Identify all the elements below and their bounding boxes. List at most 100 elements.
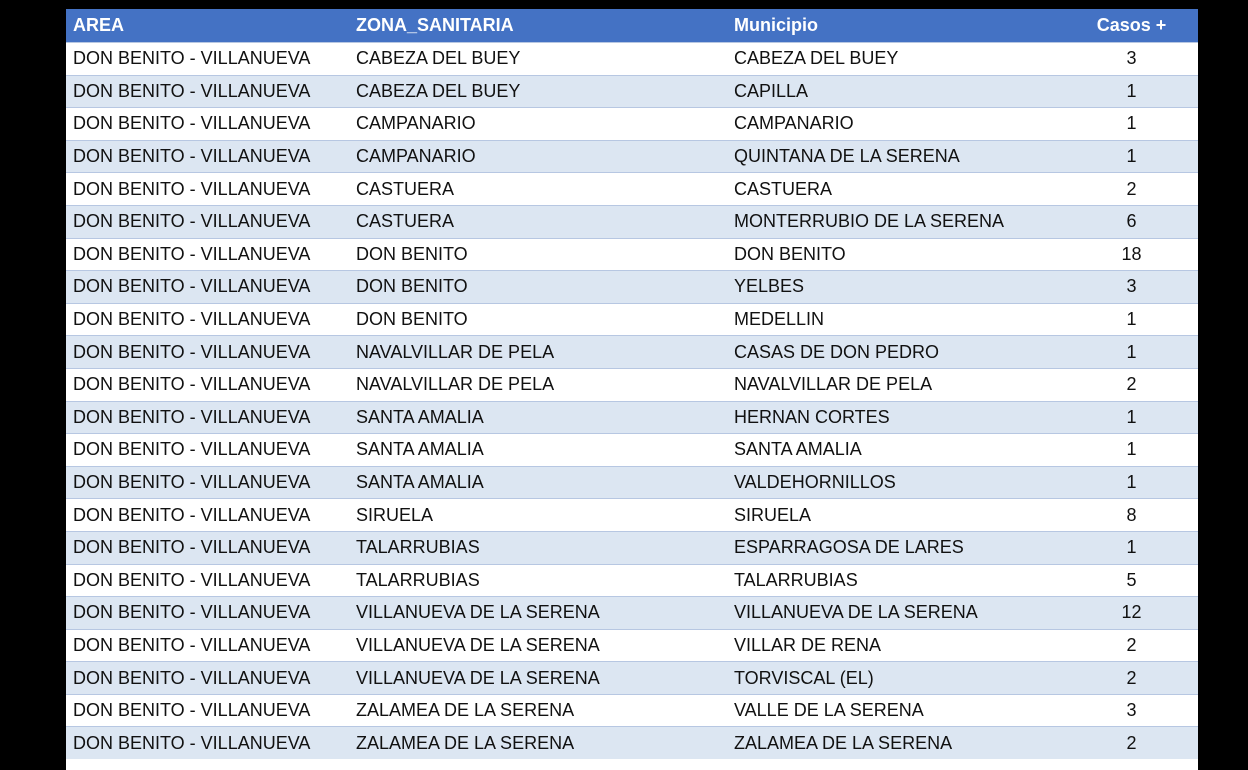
cell-municipio[interactable]: YELBES [727, 270, 1065, 304]
cases-table: AREA ZONA_SANITARIA Municipio Casos + DO… [66, 9, 1198, 760]
cell-area[interactable]: DON BENITO - VILLANUEVA [66, 596, 349, 630]
cell-zona-sanitaria[interactable]: DON BENITO [349, 302, 727, 336]
cell-casos[interactable]: 3 [1065, 42, 1198, 76]
cell-zona-sanitaria[interactable]: SANTA AMALIA [349, 465, 727, 499]
cell-zona-sanitaria[interactable]: SIRUELA [349, 498, 727, 532]
cell-area[interactable]: DON BENITO - VILLANUEVA [66, 400, 349, 434]
cell-zona-sanitaria[interactable]: CAMPANARIO [349, 139, 727, 173]
cell-area[interactable]: DON BENITO - VILLANUEVA [66, 204, 349, 239]
column-header-casos[interactable]: Casos + [1065, 9, 1198, 43]
cell-zona-sanitaria[interactable]: NAVALVILLAR DE PELA [349, 335, 727, 369]
cell-casos[interactable]: 6 [1065, 204, 1198, 239]
table-row: DON BENITO - VILLANUEVA CABEZA DEL BUEY CA… [66, 42, 1198, 76]
cell-municipio[interactable]: VALDEHORNILLOS [727, 465, 1065, 499]
cell-zona-sanitaria[interactable]: CABEZA DEL BUEY [349, 42, 727, 76]
cell-municipio[interactable]: TALARRUBIAS [727, 563, 1065, 597]
cell-municipio[interactable]: ZALAMEA DE LA SERENA [727, 726, 1065, 760]
cell-casos[interactable]: 1 [1065, 302, 1198, 336]
cell-area[interactable]: DON BENITO - VILLANUEVA [66, 726, 349, 760]
cell-casos[interactable]: 5 [1065, 563, 1198, 597]
cell-municipio[interactable]: CABEZA DEL BUEY [727, 42, 1065, 76]
cell-municipio[interactable]: ESPARRAGOSA DE LARES [727, 530, 1065, 564]
cell-area[interactable]: DON BENITO - VILLANUEVA [66, 302, 349, 336]
cell-casos[interactable]: 1 [1065, 465, 1198, 499]
cell-area[interactable]: DON BENITO - VILLANUEVA [66, 433, 349, 467]
cell-casos[interactable]: 1 [1065, 139, 1198, 173]
cell-municipio[interactable]: VALLE DE LA SERENA [727, 693, 1065, 727]
table-row: DON BENITO - VILLANUEVA CASTUERA MONTERRUB… [66, 204, 1198, 239]
cell-area[interactable]: DON BENITO - VILLANUEVA [66, 661, 349, 695]
cell-casos[interactable]: 3 [1065, 693, 1198, 727]
cell-zona-sanitaria[interactable]: SANTA AMALIA [349, 433, 727, 467]
cell-area[interactable]: DON BENITO - VILLANUEVA [66, 74, 349, 108]
cell-casos[interactable]: 8 [1065, 498, 1198, 532]
cell-area[interactable]: DON BENITO - VILLANUEVA [66, 530, 349, 564]
cell-zona-sanitaria[interactable]: DON BENITO [349, 237, 727, 271]
cell-area[interactable]: DON BENITO - VILLANUEVA [66, 628, 349, 662]
cell-casos[interactable]: 1 [1065, 107, 1198, 141]
cell-casos[interactable]: 12 [1065, 596, 1198, 630]
cell-zona-sanitaria[interactable]: VILLANUEVA DE LA SERENA [349, 628, 727, 662]
cell-municipio[interactable]: DON BENITO [727, 237, 1065, 271]
cell-zona-sanitaria[interactable]: NAVALVILLAR DE PELA [349, 367, 727, 402]
cell-municipio[interactable]: MEDELLIN [727, 302, 1065, 336]
cell-casos[interactable]: 2 [1065, 172, 1198, 206]
cell-casos[interactable]: 2 [1065, 726, 1198, 760]
cell-municipio[interactable]: MONTERRUBIO DE LA SERENA [727, 204, 1065, 239]
cell-area[interactable]: DON BENITO - VILLANUEVA [66, 563, 349, 597]
column-header-municipio[interactable]: Municipio [727, 9, 1065, 43]
cell-zona-sanitaria[interactable]: CASTUERA [349, 172, 727, 206]
cell-municipio[interactable]: SIRUELA [727, 498, 1065, 532]
cell-zona-sanitaria[interactable]: ZALAMEA DE LA SERENA [349, 726, 727, 760]
cell-zona-sanitaria[interactable]: VILLANUEVA DE LA SERENA [349, 661, 727, 695]
cell-area[interactable]: DON BENITO - VILLANUEVA [66, 335, 349, 369]
cell-area[interactable]: DON BENITO - VILLANUEVA [66, 498, 349, 532]
cell-zona-sanitaria[interactable]: CABEZA DEL BUEY [349, 74, 727, 108]
cell-zona-sanitaria[interactable]: ZALAMEA DE LA SERENA [349, 693, 727, 727]
cell-area[interactable]: DON BENITO - VILLANUEVA [66, 693, 349, 727]
cell-municipio[interactable]: CASAS DE DON PEDRO [727, 335, 1065, 369]
cell-casos[interactable]: 3 [1065, 270, 1198, 304]
cell-area[interactable]: DON BENITO - VILLANUEVA [66, 172, 349, 206]
cell-municipio[interactable]: VILLANUEVA DE LA SERENA [727, 596, 1065, 630]
table-row: DON BENITO - VILLANUEVA SANTA AMALIA HERNA… [66, 400, 1198, 434]
cell-area[interactable]: DON BENITO - VILLANUEVA [66, 465, 349, 499]
cell-casos[interactable]: 1 [1065, 74, 1198, 108]
cell-municipio[interactable]: CASTUERA [727, 172, 1065, 206]
cell-zona-sanitaria[interactable]: TALARRUBIAS [349, 563, 727, 597]
cell-casos[interactable]: 1 [1065, 530, 1198, 564]
cell-municipio[interactable]: VILLAR DE RENA [727, 628, 1065, 662]
cell-zona-sanitaria[interactable]: TALARRUBIAS [349, 530, 727, 564]
cell-zona-sanitaria[interactable]: SANTA AMALIA [349, 400, 727, 434]
cell-municipio[interactable]: SANTA AMALIA [727, 433, 1065, 467]
cell-casos[interactable]: 2 [1065, 661, 1198, 695]
cell-municipio[interactable]: HERNAN CORTES [727, 400, 1065, 434]
column-header-zona-sanitaria[interactable]: ZONA_SANITARIA [349, 9, 727, 43]
cell-area[interactable]: DON BENITO - VILLANUEVA [66, 139, 349, 173]
cell-casos[interactable]: 2 [1065, 367, 1198, 402]
cell-area[interactable]: DON BENITO - VILLANUEVA [66, 107, 349, 141]
cell-municipio[interactable]: TORVISCAL (EL) [727, 661, 1065, 695]
cell-casos[interactable]: 18 [1065, 237, 1198, 271]
cell-area[interactable]: DON BENITO - VILLANUEVA [66, 367, 349, 402]
cell-zona-sanitaria[interactable]: VILLANUEVA DE LA SERENA [349, 596, 727, 630]
table-row: DON BENITO - VILLANUEVA VILLANUEVA DE LA … [66, 628, 1198, 662]
cell-area[interactable]: DON BENITO - VILLANUEVA [66, 237, 349, 271]
cell-municipio[interactable]: QUINTANA DE LA SERENA [727, 139, 1065, 173]
cell-zona-sanitaria[interactable]: CASTUERA [349, 204, 727, 239]
cell-casos[interactable]: 1 [1065, 433, 1198, 467]
cell-zona-sanitaria[interactable]: CAMPANARIO [349, 107, 727, 141]
table-row: DON BENITO - VILLANUEVA DON BENITO MEDELLI… [66, 302, 1198, 336]
table-row: DON BENITO - VILLANUEVA NAVALVILLAR DE PE… [66, 367, 1198, 402]
cell-municipio[interactable]: CAPILLA [727, 74, 1065, 108]
cell-zona-sanitaria[interactable]: DON BENITO [349, 270, 727, 304]
cell-casos[interactable]: 1 [1065, 400, 1198, 434]
cell-area[interactable]: DON BENITO - VILLANUEVA [66, 270, 349, 304]
cell-casos[interactable]: 2 [1065, 628, 1198, 662]
column-header-area[interactable]: AREA [66, 9, 349, 43]
cell-municipio[interactable]: CAMPANARIO [727, 107, 1065, 141]
cell-area[interactable]: DON BENITO - VILLANUEVA [66, 42, 349, 76]
cell-casos[interactable]: 1 [1065, 335, 1198, 369]
table-row: DON BENITO - VILLANUEVA CAMPANARIO CAMPANA… [66, 107, 1198, 141]
cell-municipio[interactable]: NAVALVILLAR DE PELA [727, 367, 1065, 402]
